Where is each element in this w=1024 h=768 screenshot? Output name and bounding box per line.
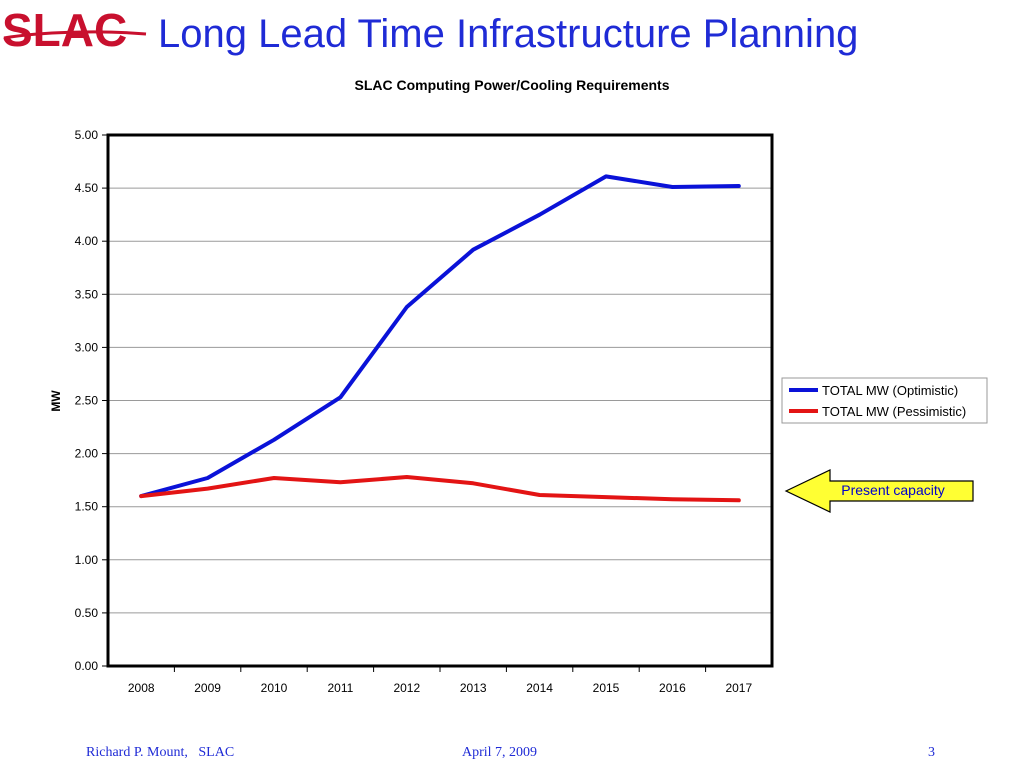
footer-author: Richard P. Mount, SLAC [86, 745, 235, 760]
y-tick-labels: 0.00 0.50 1.00 1.50 2.00 2.50 3.00 3.50 4.00 4.50… [75, 128, 108, 673]
y-tick-label: 1.50 [75, 500, 99, 514]
y-tick-label: 2.50 [75, 394, 99, 408]
x-tick-label: 2012 [393, 681, 420, 695]
slac-logo: SLAC [2, 4, 147, 54]
y-tick-label: 2.00 [75, 447, 99, 461]
y-axis-label: MW [49, 390, 63, 412]
slide-title: Long Lead Time Infrastructure Planning [158, 12, 859, 56]
x-tick-label: 2015 [593, 681, 620, 695]
series-layer [139, 174, 741, 503]
x-tick-label: 2009 [194, 681, 221, 695]
x-tick-label: 2013 [460, 681, 487, 695]
y-tick-label: 4.50 [75, 181, 99, 195]
chart: SLAC Computing Power/Cooling Requirement… [49, 77, 988, 695]
series-line-optimistic [139, 174, 741, 499]
legend-box [781, 377, 988, 424]
y-tick-label: 0.00 [75, 659, 99, 673]
y-tick-label: 4.00 [75, 234, 99, 248]
footer-date: April 7, 2009 [462, 745, 538, 760]
y-tick-label: 0.50 [75, 606, 99, 620]
x-tick-label: 2011 [327, 681, 353, 695]
x-tick-label: 2016 [659, 681, 686, 695]
y-tick-label: 3.50 [75, 287, 99, 301]
present-capacity-arrow [784, 469, 974, 513]
legend-label: TOTAL MW (Pessimistic) [822, 404, 966, 419]
footer-page-number: 3 [928, 745, 935, 760]
chart-title: SLAC Computing Power/Cooling Requirement… [354, 77, 669, 93]
x-tick-label: 2010 [261, 681, 288, 695]
y-tick-label: 1.00 [75, 553, 99, 567]
x-tick-label: 2017 [725, 681, 752, 695]
logo-text: SLAC [2, 4, 127, 54]
x-tick-labels: 2008 2009 2010 2011 2012 2013 2014 2015 2016 2017 [128, 666, 752, 695]
x-tick-label: 2014 [526, 681, 553, 695]
legend-label: TOTAL MW (Optimistic) [822, 383, 958, 398]
legend: TOTAL MW (Optimistic) TOTAL MW (Pessimist… [781, 377, 988, 424]
x-tick-label: 2008 [128, 681, 155, 695]
y-tick-label: 3.00 [75, 340, 99, 354]
series-line-pessimistic [139, 475, 741, 503]
grid-layer [108, 187, 772, 614]
present-capacity-label: Present capacity [841, 482, 945, 498]
y-tick-label: 5.00 [75, 128, 99, 142]
